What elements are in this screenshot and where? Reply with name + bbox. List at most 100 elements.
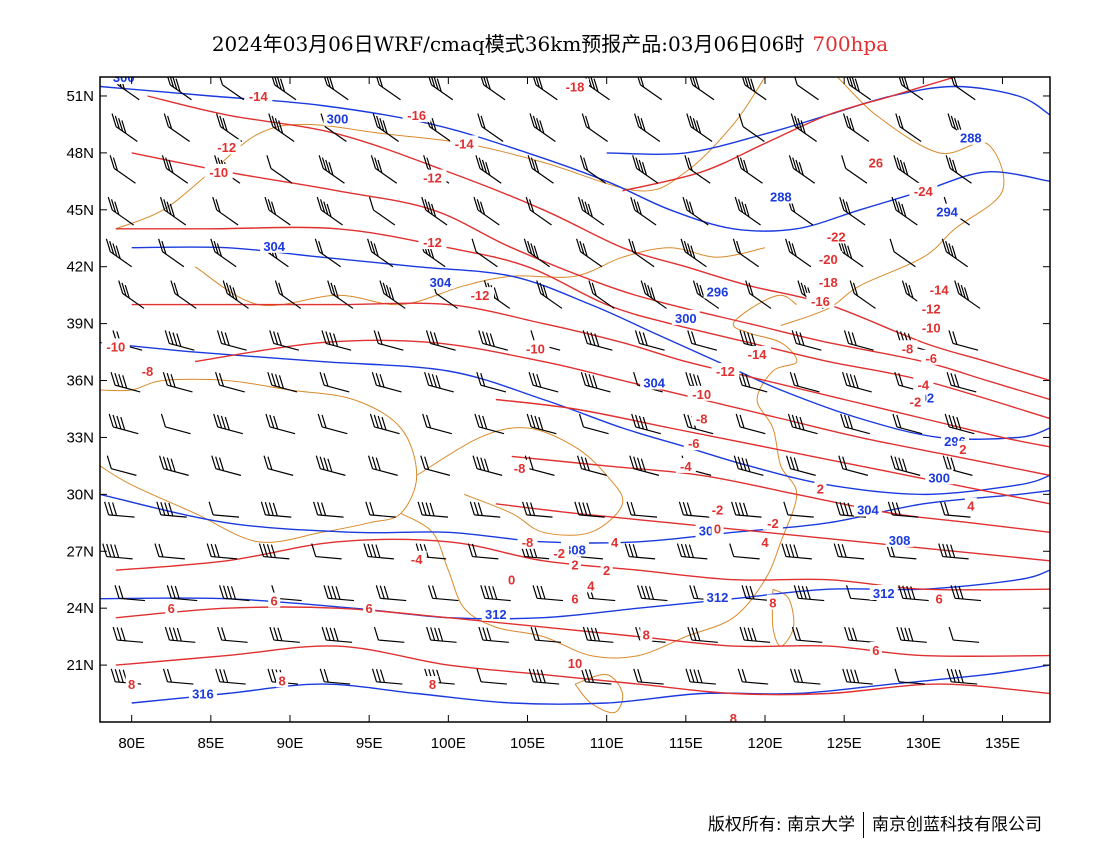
temperature-label-bg [956, 440, 969, 456]
wind-barb [162, 372, 193, 393]
wind-barb-staff [531, 426, 557, 435]
wind-barb-tick [218, 457, 225, 471]
wind-barb-tick [631, 413, 637, 428]
temperature-label-bg [759, 533, 771, 549]
wind-barb-tick [478, 414, 484, 429]
wind-barb-tick [582, 243, 588, 257]
wind-barb-tick [635, 626, 641, 641]
wind-barb-tick [421, 196, 427, 211]
wind-barb-tick [699, 284, 705, 299]
wind-barb [522, 501, 553, 518]
wind-barb-staff [742, 126, 765, 142]
wind-barb-tick [835, 501, 841, 516]
wind-barb-tick [163, 199, 169, 213]
temperature-label-bg [565, 655, 585, 671]
wind-barb-tick [363, 543, 369, 557]
temperature-label: -22 [827, 229, 846, 244]
wind-barb [160, 413, 191, 435]
wind-barb-tick [170, 458, 176, 472]
wind-barb-staff [273, 342, 300, 351]
wind-barb-staff [484, 597, 511, 602]
wind-barb-tick [325, 627, 331, 641]
wind-barb-tick [168, 331, 174, 345]
wind-barb-tick [846, 77, 851, 86]
wind-barb [588, 280, 615, 309]
wind-barb-tick [430, 627, 436, 641]
wind-barb-staff [785, 555, 812, 560]
wind-barb-staff [430, 342, 456, 351]
wind-barb-tick [431, 117, 437, 132]
height-label: 294 [936, 205, 958, 220]
wind-barb-tick [165, 157, 171, 171]
wind-barb-tick [365, 501, 371, 516]
wind-barb-staff [587, 84, 610, 101]
temperature-label-bg [165, 600, 178, 616]
height-label-bg [426, 273, 455, 289]
wind-barb [532, 585, 564, 602]
wind-barb-tick [788, 240, 794, 255]
wind-barb-tick [903, 162, 909, 176]
wind-barb-tick [794, 115, 800, 130]
wind-barb-tick [845, 585, 852, 599]
wind-barb-tick [950, 115, 956, 130]
wind-barb-tick [422, 413, 428, 428]
wind-barb-staff [794, 126, 817, 142]
temperature-label-bg [549, 545, 570, 561]
wind-barb-tick [580, 372, 586, 386]
wind-barb-tick [901, 77, 906, 88]
wind-barb-tick [647, 284, 653, 299]
wind-barb-staff [838, 555, 865, 560]
wind-barb [371, 372, 402, 393]
wind-barb-staff [478, 426, 505, 435]
wind-barb-tick [530, 243, 536, 257]
temperature-label: 8 [128, 677, 135, 692]
wind-barb-staff [216, 209, 239, 226]
wind-barb-staff [221, 342, 247, 351]
wind-barb-tick [954, 280, 960, 294]
wind-barb-staff [376, 126, 399, 142]
wind-barb [745, 280, 772, 309]
wind-barb-tick [693, 374, 699, 388]
wind-barb-staff [585, 384, 611, 393]
border-line [765, 77, 1005, 326]
wind-barb-staff [273, 639, 300, 643]
wind-barb-staff [217, 426, 243, 435]
wind-barb-tick [741, 77, 746, 86]
x-tick-label: 125E [827, 735, 862, 752]
wind-barb-tick [436, 78, 442, 92]
wind-barb-staff [533, 681, 560, 685]
temperature-contour [115, 226, 1050, 420]
wind-barb-staff [326, 639, 353, 643]
height-label: 304 [643, 375, 665, 390]
wind-barb-tick [743, 331, 749, 345]
height-contour [100, 341, 1050, 496]
wind-barb-staff [268, 209, 291, 226]
wind-barb-tick [220, 331, 226, 345]
wind-barb [318, 155, 345, 184]
wind-barb-staff [328, 597, 355, 602]
wind-barb-tick [581, 113, 587, 127]
y-tick-label: 42N [66, 259, 94, 276]
wind-barb-tick [637, 115, 643, 130]
wind-barb-tick [687, 626, 693, 641]
wind-barb-tick [278, 282, 284, 296]
wind-barb-tick [527, 240, 533, 255]
y-tick-label: 51N [66, 88, 94, 105]
wind-barb-tick [374, 157, 380, 171]
wind-barb-tick [522, 501, 528, 516]
wind-barb-tick [425, 414, 432, 429]
height-label: 304 [857, 503, 879, 518]
wind-barb-tick [535, 77, 540, 88]
wind-barb-tick [952, 415, 958, 430]
wind-barb-staff [843, 209, 866, 226]
wind-barb-tick [633, 199, 639, 213]
wind-barb [731, 501, 762, 518]
wind-barb-staff [584, 167, 607, 184]
wind-barb-tick [321, 626, 327, 641]
wind-barb-tick [423, 155, 429, 169]
temperature-label: -10 [209, 165, 228, 180]
wind-barb [637, 77, 663, 101]
wind-barb-staff [631, 514, 658, 518]
wind-barb-tick [382, 120, 388, 134]
wind-barb-staff [479, 167, 502, 184]
